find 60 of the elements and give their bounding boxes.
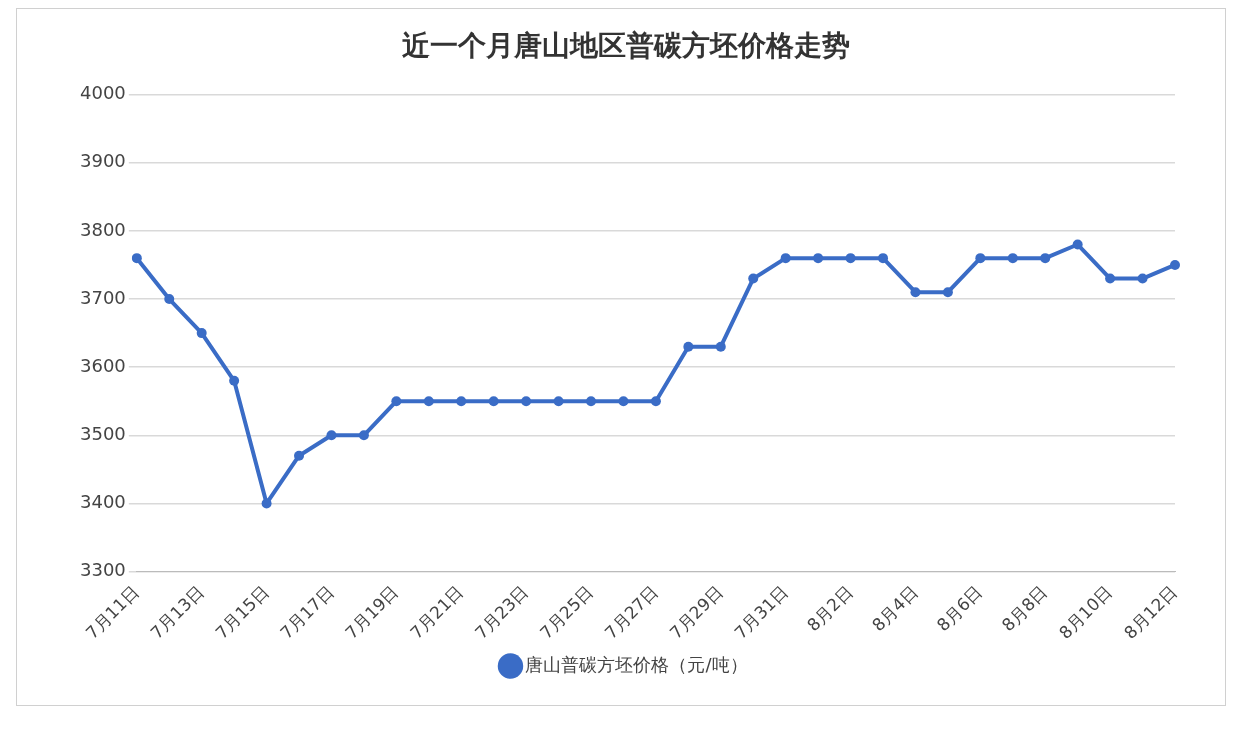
point (1105, 273, 1116, 284)
point (521, 396, 532, 407)
point (1072, 239, 1083, 250)
x-tick-label: 7月23日 (470, 581, 533, 643)
point (488, 396, 499, 407)
point (553, 396, 564, 407)
y-tick-label: 4000 (80, 82, 126, 104)
point (845, 253, 856, 264)
x-tick-label: 7月19日 (341, 581, 403, 643)
x-tick-label: 8月4日 (867, 581, 922, 636)
point (1007, 253, 1018, 264)
point (261, 498, 272, 509)
point (229, 375, 240, 386)
y-tick-label: 3800 (80, 218, 126, 240)
point (715, 341, 726, 352)
x-tick-label: 7月25日 (535, 581, 597, 643)
point (910, 287, 921, 298)
legend-label: 唐山普碳方坯价格（元/吨） (525, 653, 748, 675)
point (813, 253, 824, 264)
x-tick-label: 7月29日 (665, 581, 727, 643)
point (294, 450, 305, 461)
point (683, 341, 694, 352)
point (975, 253, 986, 264)
y-tick-label: 3900 (80, 150, 126, 172)
x-tick-label: 8月10日 (1054, 581, 1117, 643)
point (942, 287, 953, 298)
y-tick-label: 3700 (80, 286, 126, 308)
x-tick-label: 7月13日 (146, 581, 208, 643)
point (780, 253, 791, 264)
x-tick-label: 8月2日 (803, 581, 857, 636)
point (326, 430, 337, 441)
chart-title: 近一个月唐山地区普碳方坯价格走势 (402, 29, 850, 63)
x-tick-label: 7月15日 (211, 581, 273, 643)
point (391, 396, 402, 407)
point (748, 273, 759, 284)
x-tick-label: 8月6日 (932, 581, 987, 636)
y-tick-label: 3300 (80, 559, 126, 581)
x-tick-label: 8月12日 (1119, 581, 1181, 643)
point (586, 396, 597, 407)
x-tick-label: 8月8日 (997, 581, 1052, 636)
y-tick-label: 3400 (80, 491, 126, 513)
point (618, 396, 629, 407)
x-tick-label: 7月17日 (276, 581, 338, 643)
point (1137, 273, 1148, 284)
y-tick-label: 3500 (80, 422, 126, 444)
x-tick-label: 7月27日 (600, 581, 662, 643)
x-tick-label: 7月31日 (730, 581, 792, 643)
point (131, 253, 142, 264)
x-tick-label: 7月11日 (81, 581, 143, 643)
point (1040, 253, 1051, 264)
point (164, 294, 175, 305)
point (456, 396, 467, 407)
point (878, 253, 889, 264)
point (196, 328, 207, 339)
point (358, 430, 369, 441)
point (423, 396, 434, 407)
point (1170, 259, 1180, 270)
point (650, 396, 661, 407)
y-tick-label: 3600 (80, 354, 126, 376)
x-tick-label: 7月21日 (406, 581, 468, 643)
